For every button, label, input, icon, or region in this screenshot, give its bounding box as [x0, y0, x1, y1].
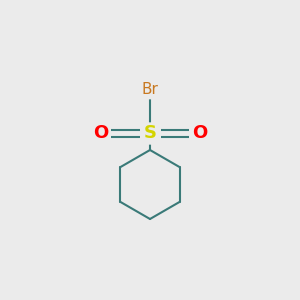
Text: O: O	[93, 124, 108, 142]
Text: S: S	[143, 124, 157, 142]
Text: Br: Br	[142, 82, 158, 98]
Text: O: O	[192, 124, 207, 142]
